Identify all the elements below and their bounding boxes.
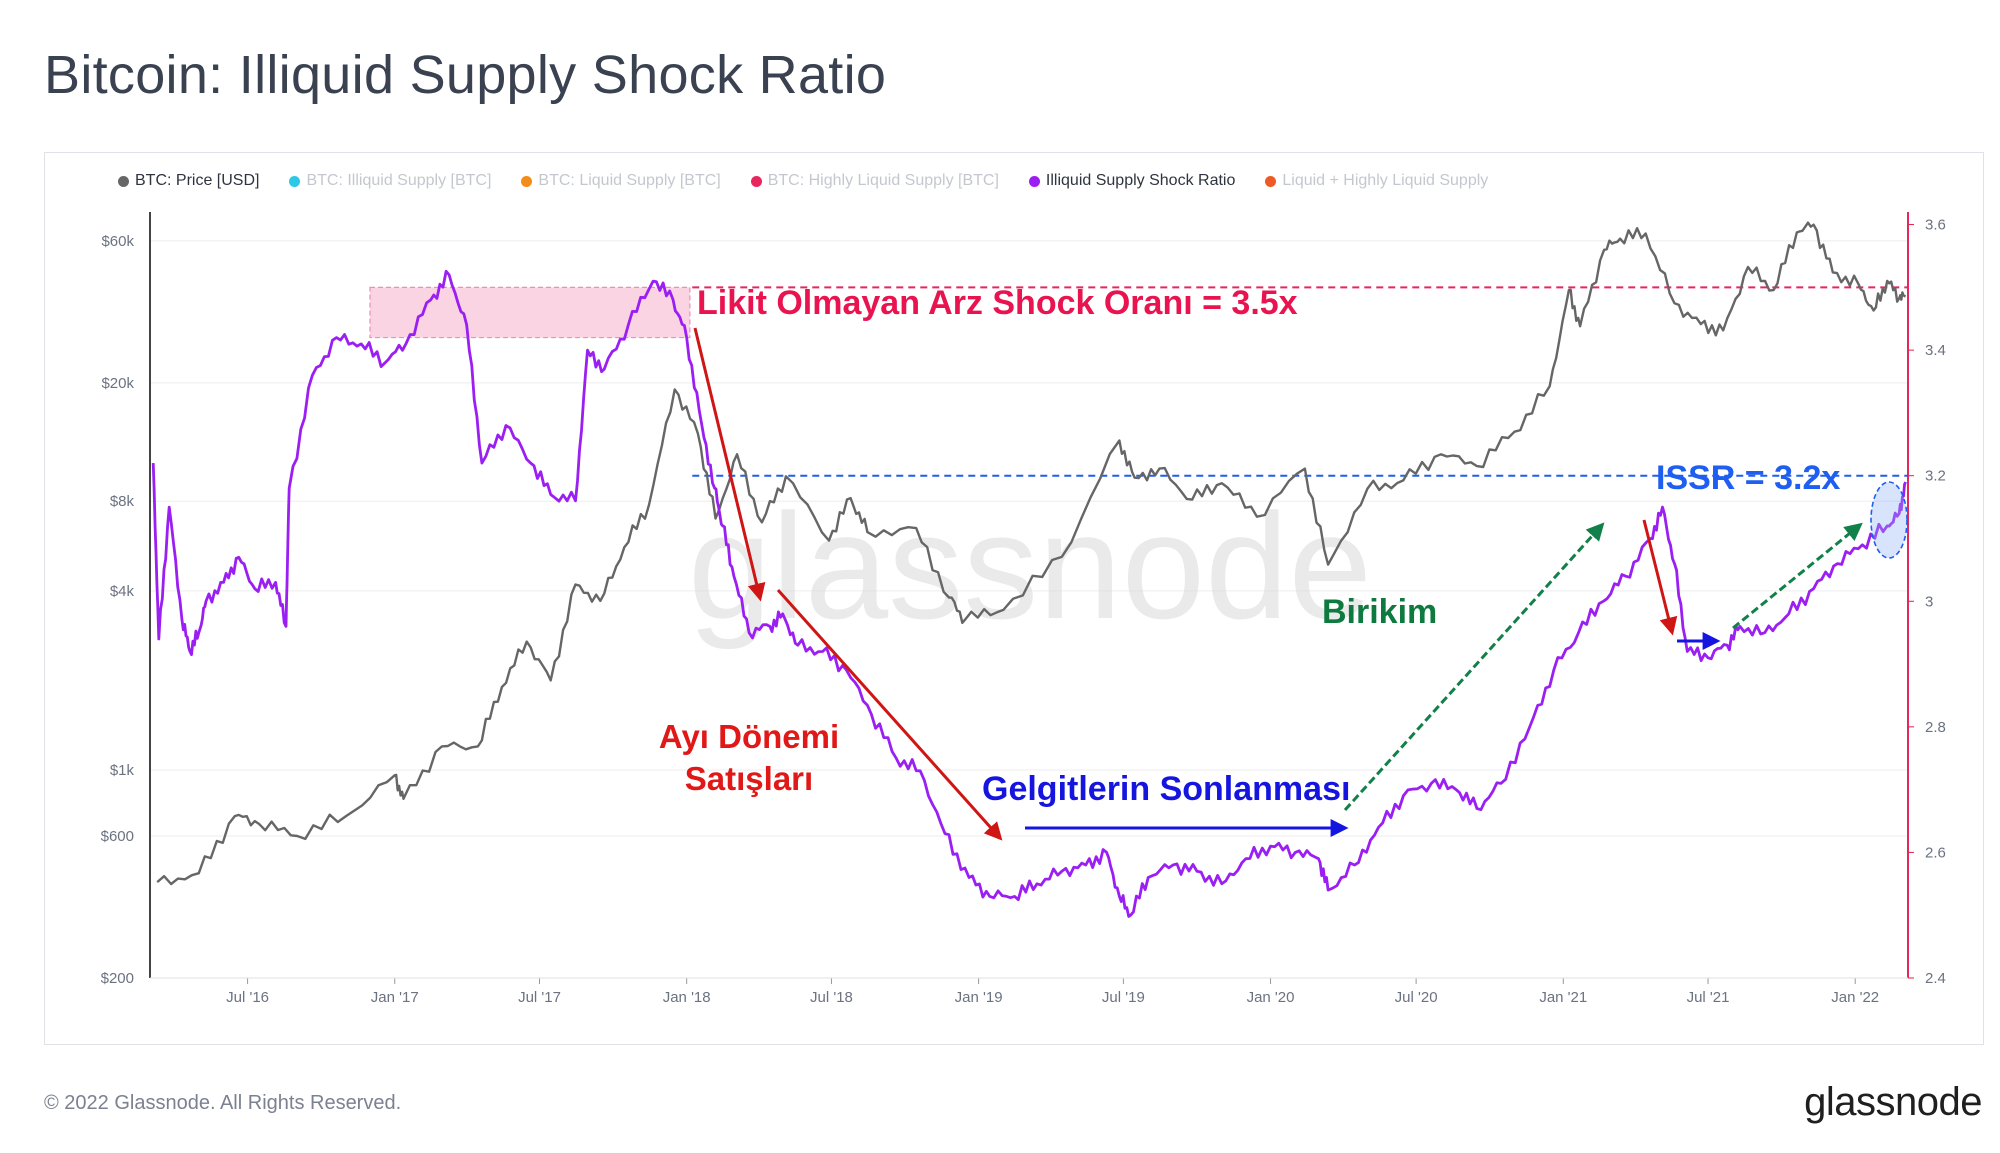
y-right-tick-label: 3.2 xyxy=(1925,468,1946,485)
y-left-tick-label: $600 xyxy=(101,828,134,845)
legend-label: Liquid + Highly Liquid Supply xyxy=(1282,172,1489,189)
highlight-box xyxy=(369,286,691,339)
chart-annotation: Ayı Dönemi xyxy=(659,718,839,755)
chart-annotation: Gelgitlerin Sonlanması xyxy=(982,770,1350,808)
issr-line xyxy=(151,269,1907,918)
x-tick-label: Jul '18 xyxy=(810,989,853,1006)
y-left-tick-label: $200 xyxy=(101,970,134,987)
y-left-tick-label: $60k xyxy=(101,233,134,250)
red-arrow-icon xyxy=(693,327,766,602)
legend-item[interactable]: BTC: Illiquid Supply [BTC] xyxy=(289,172,491,190)
y-left-tick-label: $8k xyxy=(110,493,135,510)
x-tick-label: Jul '19 xyxy=(1102,989,1145,1006)
btc-price-line xyxy=(156,221,1907,886)
green-arrow-icon xyxy=(1732,522,1863,630)
legend-label: BTC: Highly Liquid Supply [BTC] xyxy=(767,172,999,189)
x-tick-label: Jul '17 xyxy=(518,989,561,1006)
legend-item[interactable]: BTC: Highly Liquid Supply [BTC] xyxy=(750,172,999,190)
legend-label: BTC: Illiquid Supply [BTC] xyxy=(306,172,492,189)
legend-item[interactable]: Liquid + Highly Liquid Supply xyxy=(1265,172,1488,190)
x-tick-label: Jan '17 xyxy=(371,989,419,1006)
chart-annotation: Birikim xyxy=(1322,593,1437,631)
y-right-tick-label: 2.8 xyxy=(1925,719,1946,736)
x-tick-label: Jan '22 xyxy=(1831,989,1879,1006)
legend-dot-icon xyxy=(118,175,129,187)
chart-legend: BTC: Price [USD] BTC: Illiquid Supply [BT… xyxy=(118,172,1488,190)
page-title: Bitcoin: Illiquid Supply Shock Ratio xyxy=(44,45,887,105)
x-tick-label: Jan '18 xyxy=(663,989,711,1006)
red-arrow-icon xyxy=(1642,519,1678,636)
legend-dot-icon xyxy=(521,175,533,187)
legend-label: Illiquid Supply Shock Ratio xyxy=(1045,172,1236,189)
chart-annotation: Likit Olmayan Arz Shock Oranı = 3.5x xyxy=(697,284,1298,322)
y-left-tick-label: $20k xyxy=(101,375,134,392)
y-left-tick-label: $4k xyxy=(110,583,135,600)
legend-label: BTC: Price [USD] xyxy=(135,172,260,189)
legend-item[interactable]: Illiquid Supply Shock Ratio xyxy=(1028,172,1236,190)
legend-dot-icon xyxy=(1265,175,1277,187)
y-right-tick-label: 2.4 xyxy=(1925,970,1946,987)
y-right-tick-label: 3.6 xyxy=(1925,217,1946,234)
red-arrow-icon xyxy=(776,588,1003,841)
y-right-tick-label: 3.4 xyxy=(1925,342,1946,359)
chart-panel xyxy=(44,152,1984,1045)
x-tick-label: Jul '16 xyxy=(226,989,269,1006)
y-right-tick-label: 2.6 xyxy=(1925,844,1946,861)
green-arrow-icon xyxy=(1343,522,1605,812)
x-tick-label: Jan '21 xyxy=(1539,989,1587,1006)
legend-item[interactable]: BTC: Liquid Supply [BTC] xyxy=(521,172,721,190)
y-right-tick-label: 3 xyxy=(1925,593,1933,610)
issr-end-highlight xyxy=(1870,481,1908,559)
x-tick-label: Jul '20 xyxy=(1395,989,1438,1006)
legend-dot-icon xyxy=(750,175,762,187)
x-tick-label: Jan '19 xyxy=(955,989,1003,1006)
x-tick-label: Jan '20 xyxy=(1247,989,1295,1006)
copyright-footer: © 2022 Glassnode. All Rights Reserved. xyxy=(44,1092,402,1114)
chart-annotation: ISSR = 3.2x xyxy=(1656,459,1840,497)
glassnode-logo: glassnode xyxy=(1804,1080,1982,1124)
watermark: glassnode xyxy=(688,482,1372,650)
x-tick-label: Jul '21 xyxy=(1687,989,1730,1006)
legend-item[interactable]: BTC: Price [USD] xyxy=(118,172,259,190)
legend-dot-icon xyxy=(1028,175,1040,187)
legend-label: BTC: Liquid Supply [BTC] xyxy=(538,172,721,189)
legend-dot-icon xyxy=(289,175,301,187)
y-left-tick-label: $1k xyxy=(110,762,135,779)
chart-annotation: Satışları xyxy=(685,760,813,797)
